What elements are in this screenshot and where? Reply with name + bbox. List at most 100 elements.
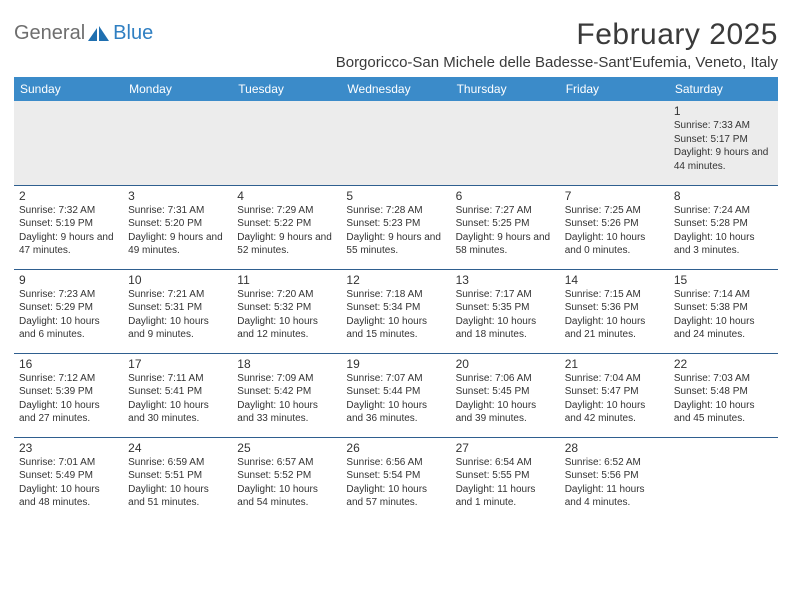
day-header: Monday xyxy=(123,77,232,101)
day-info: Sunrise: 7:32 AMSunset: 5:19 PMDaylight:… xyxy=(19,204,118,258)
calendar-cell xyxy=(669,437,778,521)
logo-sail-icon xyxy=(88,26,110,42)
day-info: Sunrise: 7:20 AMSunset: 5:32 PMDaylight:… xyxy=(237,288,336,342)
day-header: Sunday xyxy=(14,77,123,101)
day-info: Sunrise: 6:59 AMSunset: 5:51 PMDaylight:… xyxy=(128,456,227,510)
day-number: 25 xyxy=(237,441,336,455)
day-number: 17 xyxy=(128,357,227,371)
calendar-cell: 27Sunrise: 6:54 AMSunset: 5:55 PMDayligh… xyxy=(451,437,560,521)
day-number: 5 xyxy=(346,189,445,203)
day-info: Sunrise: 7:33 AMSunset: 5:17 PMDaylight:… xyxy=(674,119,773,173)
day-number: 14 xyxy=(565,273,664,287)
calendar-cell: 16Sunrise: 7:12 AMSunset: 5:39 PMDayligh… xyxy=(14,353,123,437)
day-number: 13 xyxy=(456,273,555,287)
calendar-cell: 4Sunrise: 7:29 AMSunset: 5:22 PMDaylight… xyxy=(232,185,341,269)
calendar-table: SundayMondayTuesdayWednesdayThursdayFrid… xyxy=(14,77,778,521)
calendar-week: 2Sunrise: 7:32 AMSunset: 5:19 PMDaylight… xyxy=(14,185,778,269)
day-info: Sunrise: 7:12 AMSunset: 5:39 PMDaylight:… xyxy=(19,372,118,426)
calendar-cell: 24Sunrise: 6:59 AMSunset: 5:51 PMDayligh… xyxy=(123,437,232,521)
day-info: Sunrise: 7:31 AMSunset: 5:20 PMDaylight:… xyxy=(128,204,227,258)
title-block: February 2025 Borgoricco-San Michele del… xyxy=(336,18,778,71)
day-number: 3 xyxy=(128,189,227,203)
calendar-cell: 14Sunrise: 7:15 AMSunset: 5:36 PMDayligh… xyxy=(560,269,669,353)
day-number: 1 xyxy=(674,104,773,118)
logo-text-general: General xyxy=(14,22,85,45)
day-header: Thursday xyxy=(451,77,560,101)
day-info: Sunrise: 7:23 AMSunset: 5:29 PMDaylight:… xyxy=(19,288,118,342)
calendar-cell: 11Sunrise: 7:20 AMSunset: 5:32 PMDayligh… xyxy=(232,269,341,353)
calendar-cell: 15Sunrise: 7:14 AMSunset: 5:38 PMDayligh… xyxy=(669,269,778,353)
calendar-cell: 13Sunrise: 7:17 AMSunset: 5:35 PMDayligh… xyxy=(451,269,560,353)
calendar-cell: 18Sunrise: 7:09 AMSunset: 5:42 PMDayligh… xyxy=(232,353,341,437)
day-info: Sunrise: 6:52 AMSunset: 5:56 PMDaylight:… xyxy=(565,456,664,510)
calendar-cell: 19Sunrise: 7:07 AMSunset: 5:44 PMDayligh… xyxy=(341,353,450,437)
calendar-cell: 12Sunrise: 7:18 AMSunset: 5:34 PMDayligh… xyxy=(341,269,450,353)
calendar-cell xyxy=(123,101,232,185)
day-number: 10 xyxy=(128,273,227,287)
day-info: Sunrise: 6:57 AMSunset: 5:52 PMDaylight:… xyxy=(237,456,336,510)
calendar-cell: 10Sunrise: 7:21 AMSunset: 5:31 PMDayligh… xyxy=(123,269,232,353)
calendar-cell: 6Sunrise: 7:27 AMSunset: 5:25 PMDaylight… xyxy=(451,185,560,269)
day-number: 12 xyxy=(346,273,445,287)
day-number: 22 xyxy=(674,357,773,371)
calendar-cell: 2Sunrise: 7:32 AMSunset: 5:19 PMDaylight… xyxy=(14,185,123,269)
day-number: 21 xyxy=(565,357,664,371)
calendar-cell: 23Sunrise: 7:01 AMSunset: 5:49 PMDayligh… xyxy=(14,437,123,521)
day-number: 2 xyxy=(19,189,118,203)
calendar-cell: 26Sunrise: 6:56 AMSunset: 5:54 PMDayligh… xyxy=(341,437,450,521)
calendar-cell: 8Sunrise: 7:24 AMSunset: 5:28 PMDaylight… xyxy=(669,185,778,269)
day-number: 19 xyxy=(346,357,445,371)
calendar-head: SundayMondayTuesdayWednesdayThursdayFrid… xyxy=(14,77,778,101)
day-info: Sunrise: 6:56 AMSunset: 5:54 PMDaylight:… xyxy=(346,456,445,510)
day-number: 9 xyxy=(19,273,118,287)
day-number: 7 xyxy=(565,189,664,203)
day-number: 8 xyxy=(674,189,773,203)
day-info: Sunrise: 7:18 AMSunset: 5:34 PMDaylight:… xyxy=(346,288,445,342)
day-info: Sunrise: 7:27 AMSunset: 5:25 PMDaylight:… xyxy=(456,204,555,258)
calendar-cell: 17Sunrise: 7:11 AMSunset: 5:41 PMDayligh… xyxy=(123,353,232,437)
day-info: Sunrise: 7:17 AMSunset: 5:35 PMDaylight:… xyxy=(456,288,555,342)
day-number: 15 xyxy=(674,273,773,287)
header: General Blue February 2025 Borgoricco-Sa… xyxy=(14,18,778,71)
calendar-cell: 3Sunrise: 7:31 AMSunset: 5:20 PMDaylight… xyxy=(123,185,232,269)
calendar-cell: 5Sunrise: 7:28 AMSunset: 5:23 PMDaylight… xyxy=(341,185,450,269)
calendar-cell: 1Sunrise: 7:33 AMSunset: 5:17 PMDaylight… xyxy=(669,101,778,185)
day-info: Sunrise: 7:28 AMSunset: 5:23 PMDaylight:… xyxy=(346,204,445,258)
logo: General Blue xyxy=(14,22,153,45)
calendar-week: 1Sunrise: 7:33 AMSunset: 5:17 PMDaylight… xyxy=(14,101,778,185)
calendar-cell xyxy=(341,101,450,185)
calendar-cell xyxy=(560,101,669,185)
day-info: Sunrise: 7:15 AMSunset: 5:36 PMDaylight:… xyxy=(565,288,664,342)
day-number: 27 xyxy=(456,441,555,455)
calendar-page: General Blue February 2025 Borgoricco-Sa… xyxy=(0,0,792,531)
calendar-cell: 21Sunrise: 7:04 AMSunset: 5:47 PMDayligh… xyxy=(560,353,669,437)
day-number: 20 xyxy=(456,357,555,371)
calendar-cell: 25Sunrise: 6:57 AMSunset: 5:52 PMDayligh… xyxy=(232,437,341,521)
day-number: 16 xyxy=(19,357,118,371)
day-number: 28 xyxy=(565,441,664,455)
day-number: 4 xyxy=(237,189,336,203)
day-number: 18 xyxy=(237,357,336,371)
day-number: 6 xyxy=(456,189,555,203)
month-title: February 2025 xyxy=(336,18,778,52)
day-header: Wednesday xyxy=(341,77,450,101)
day-number: 24 xyxy=(128,441,227,455)
day-info: Sunrise: 7:14 AMSunset: 5:38 PMDaylight:… xyxy=(674,288,773,342)
location: Borgoricco-San Michele delle Badesse-San… xyxy=(336,54,778,71)
calendar-week: 23Sunrise: 7:01 AMSunset: 5:49 PMDayligh… xyxy=(14,437,778,521)
calendar-body: 1Sunrise: 7:33 AMSunset: 5:17 PMDaylight… xyxy=(14,101,778,521)
calendar-cell: 28Sunrise: 6:52 AMSunset: 5:56 PMDayligh… xyxy=(560,437,669,521)
day-info: Sunrise: 7:07 AMSunset: 5:44 PMDaylight:… xyxy=(346,372,445,426)
day-number: 23 xyxy=(19,441,118,455)
calendar-cell xyxy=(14,101,123,185)
calendar-cell: 20Sunrise: 7:06 AMSunset: 5:45 PMDayligh… xyxy=(451,353,560,437)
day-info: Sunrise: 7:01 AMSunset: 5:49 PMDaylight:… xyxy=(19,456,118,510)
day-number: 26 xyxy=(346,441,445,455)
calendar-cell: 9Sunrise: 7:23 AMSunset: 5:29 PMDaylight… xyxy=(14,269,123,353)
day-info: Sunrise: 7:21 AMSunset: 5:31 PMDaylight:… xyxy=(128,288,227,342)
calendar-cell xyxy=(451,101,560,185)
day-info: Sunrise: 6:54 AMSunset: 5:55 PMDaylight:… xyxy=(456,456,555,510)
calendar-cell: 7Sunrise: 7:25 AMSunset: 5:26 PMDaylight… xyxy=(560,185,669,269)
day-info: Sunrise: 7:04 AMSunset: 5:47 PMDaylight:… xyxy=(565,372,664,426)
day-header: Tuesday xyxy=(232,77,341,101)
